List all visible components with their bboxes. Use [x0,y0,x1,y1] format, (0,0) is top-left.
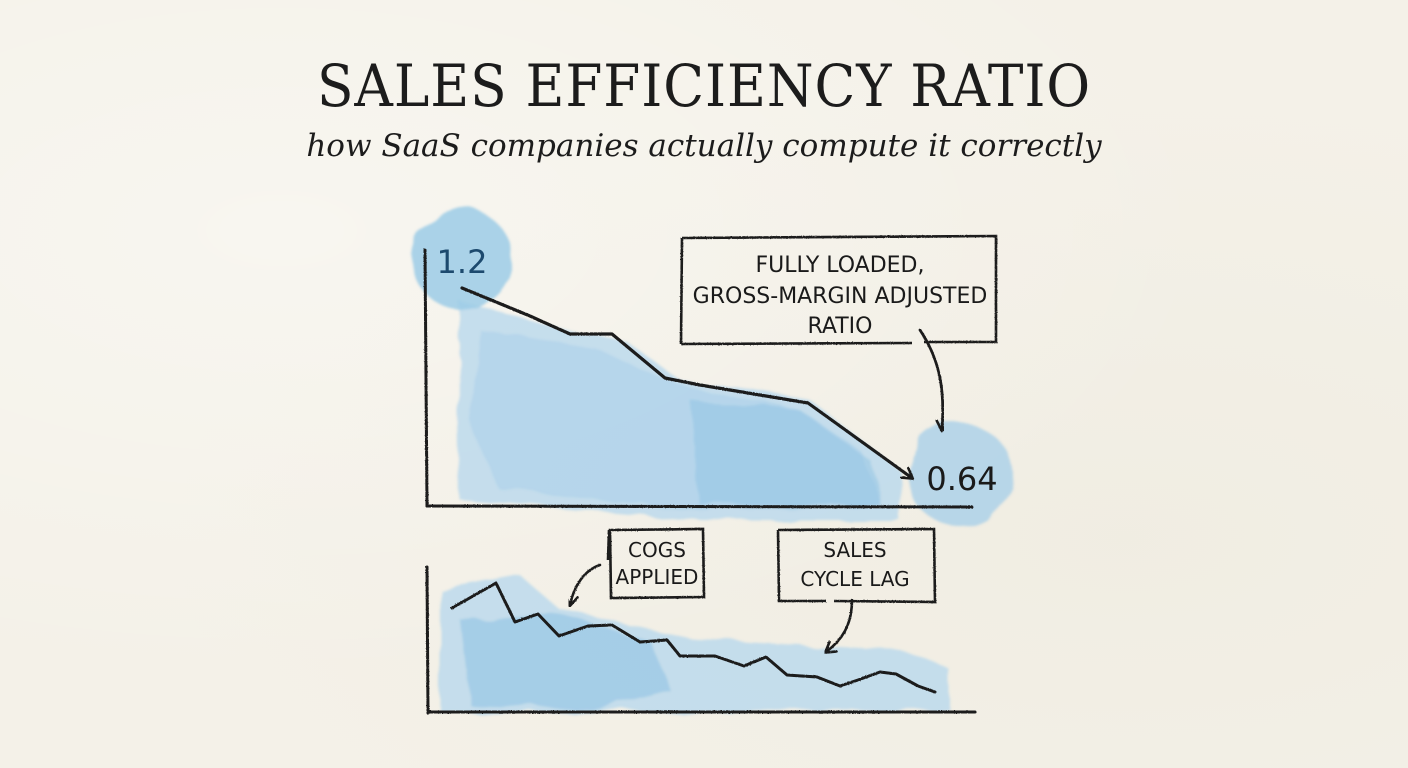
end-value-label: 0.64 [926,460,997,498]
cogs-line-1: COGS [628,538,686,562]
main-chart: 1.2 0.64 FULLY LOADED, GROSS-MARGIN ADJU… [412,209,1012,527]
detail-chart-watercolor [440,575,950,712]
main-series-line [460,286,912,478]
cogs-arrow-icon [570,563,602,605]
main-x-axis [425,504,974,509]
main-note-callout: FULLY LOADED, GROSS-MARGIN ADJUSTED RATI… [679,234,998,430]
end-value-blob [908,423,1012,527]
lag-line-1: SALES [823,538,886,562]
detail-series-line [450,581,937,694]
main-note-line-3: RATIO [808,314,873,339]
main-chart-watercolor [412,209,1012,527]
main-note-arrow-icon [918,328,943,430]
start-value-blob [412,209,512,309]
sales-cycle-lag-callout: SALES CYCLE LAG [776,527,937,652]
lag-arrow-icon [826,598,854,652]
main-note-line-2: GROSS-MARGIN ADJUSTED [693,284,988,309]
detail-chart-axes [425,565,977,715]
lag-line-2: CYCLE LAG [800,567,909,591]
cogs-callout: COGS APPLIED [570,527,706,605]
detail-chart: COGS APPLIED SALES CYCLE LAG [425,527,977,715]
start-value-label: 1.2 [437,243,488,281]
main-chart-axes [423,248,974,509]
cogs-line-2: APPLIED [616,565,699,589]
main-note-line-1: FULLY LOADED, [755,253,924,278]
main-y-axis [423,248,429,508]
detail-y-axis [425,565,430,715]
page-title: SALES EFFICIENCY RATIO [316,52,1092,120]
page-subtitle: how SaaS companies actually compute it c… [306,128,1102,164]
